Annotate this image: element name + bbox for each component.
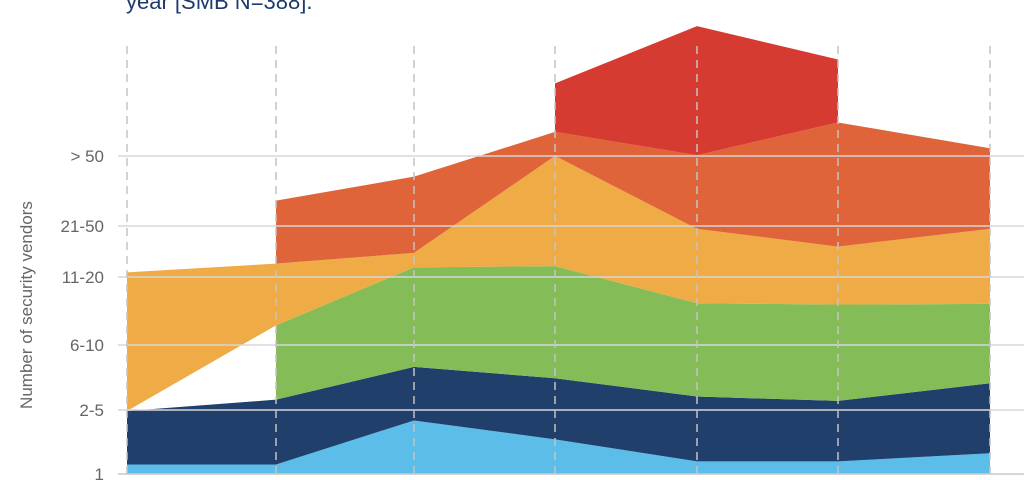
y-tick-label: 11-20 [62, 268, 104, 287]
area-2-5-vendors [127, 366, 990, 465]
y-tick-label: 6-10 [70, 336, 104, 355]
y-tick-label: 1 [95, 465, 104, 480]
y-tick-labels: 1 2-5 6-10 11-20 21-50 > 50 [61, 147, 104, 480]
vertical-gridlines [126, 46, 991, 480]
chart-subtitle: year [SMB N=388]. [126, 0, 313, 14]
y-axis-label: Number of security vendors [17, 201, 36, 409]
area-21-50-vendors [276, 122, 990, 264]
y-tick-label: 21-50 [61, 217, 104, 236]
horizontal-gridlines [118, 155, 1024, 475]
y-tick-label: 2-5 [79, 401, 104, 420]
area-1-vendors [127, 420, 990, 474]
area-6-10-vendors [276, 266, 990, 401]
y-tick-label: > 50 [70, 147, 104, 166]
area-layers [127, 26, 990, 474]
area-11-20-vendors [127, 155, 990, 411]
